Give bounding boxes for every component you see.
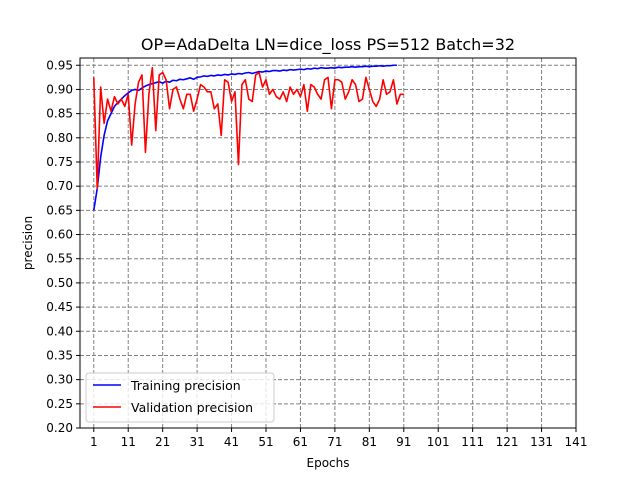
y-tick-label: 0.55 (46, 252, 73, 266)
legend-label-training: Training precision (130, 378, 241, 393)
x-tick-label: 111 (461, 435, 484, 449)
y-tick-label: 0.90 (46, 82, 73, 96)
x-tick-label: 71 (327, 435, 342, 449)
series-lines (92, 64, 404, 211)
chart-title: OP=AdaDelta LN=dice_loss PS=512 Batch=32 (141, 35, 515, 55)
x-tick-label: 141 (565, 435, 588, 449)
x-axis-ticks: 1 11 21 31 41 51 61 71 81 91 101 111 121 131 141 (90, 428, 587, 449)
y-axis-label: precision (21, 216, 35, 270)
y-axis-ticks: 0.20 0.25 0.30 0.35 0.40 0.45 0.50 0.55 0.60 0.65… (46, 58, 80, 435)
y-tick-label: 0.95 (46, 58, 73, 72)
x-tick-label: 81 (362, 435, 377, 449)
y-tick-label: 0.20 (46, 421, 73, 435)
y-tick-label: 0.40 (46, 324, 73, 338)
x-tick-label: 11 (121, 435, 136, 449)
plot-frame (79, 57, 577, 429)
y-tick-label: 0.80 (46, 131, 73, 145)
validation-precision-line (92, 66, 404, 190)
x-tick-label: 101 (427, 435, 450, 449)
x-tick-label: 31 (189, 435, 204, 449)
training-precision-line (92, 64, 397, 211)
y-tick-label: 0.65 (46, 203, 73, 217)
y-tick-label: 0.85 (46, 107, 73, 121)
y-tick-label: 0.30 (46, 373, 73, 387)
x-tick-label: 21 (155, 435, 170, 449)
y-tick-label: 0.35 (46, 348, 73, 362)
x-tick-label: 131 (530, 435, 553, 449)
y-tick-label: 0.60 (46, 228, 73, 242)
x-tick-label: 61 (293, 435, 308, 449)
y-tick-label: 0.70 (46, 179, 73, 193)
x-tick-label: 41 (224, 435, 239, 449)
x-tick-label: 91 (396, 435, 411, 449)
y-tick-label: 0.25 (46, 397, 73, 411)
x-tick-label: 121 (496, 435, 519, 449)
y-tick-label: 0.45 (46, 300, 73, 314)
x-tick-label: 51 (258, 435, 273, 449)
x-tick-label: 1 (90, 435, 98, 449)
x-axis-label: Epochs (307, 456, 350, 470)
y-tick-label: 0.50 (46, 276, 73, 290)
legend-box (85, 372, 275, 423)
y-tick-label: 0.75 (46, 155, 73, 169)
legend-label-validation: Validation precision (131, 400, 253, 415)
legend: Training precision Validation precision (85, 372, 275, 423)
